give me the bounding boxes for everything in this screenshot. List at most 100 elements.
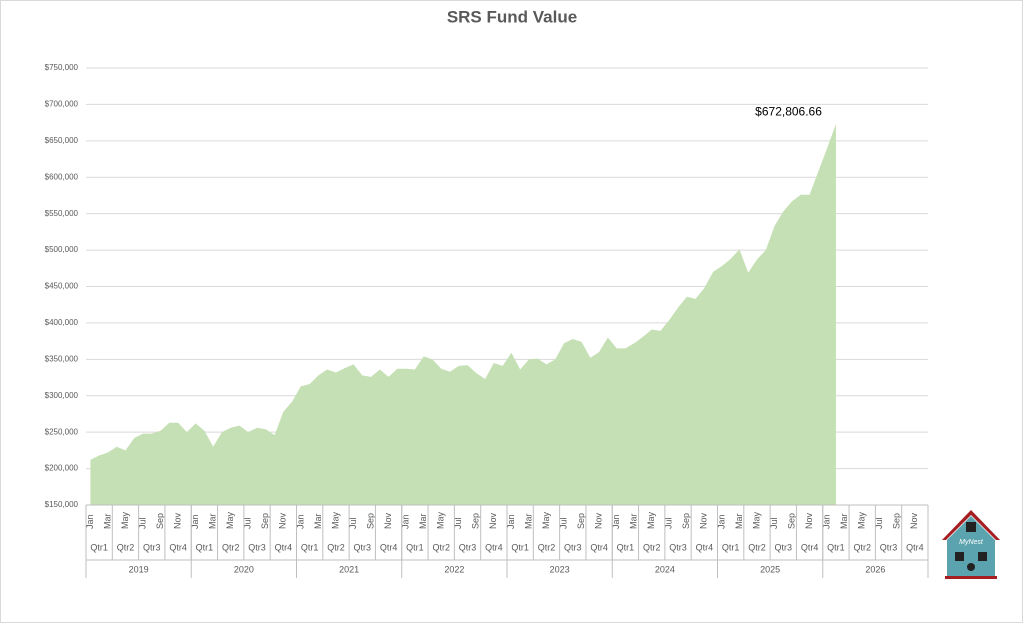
quarter-label: Qtr4 [275, 542, 293, 552]
x-tick-label: May [436, 511, 446, 529]
x-tick-label: Mar [208, 513, 218, 529]
y-tick-label: $600,000 [45, 172, 79, 181]
x-tick-label: Mar [629, 513, 639, 529]
x-tick-label: Mar [313, 513, 323, 529]
x-tick-label: Sep [365, 513, 375, 529]
quarter-label: Qtr4 [590, 542, 608, 552]
x-tick-label: May [646, 511, 656, 529]
x-tick-label: Mar [523, 513, 533, 529]
quarter-label: Qtr2 [222, 542, 240, 552]
logo: MyNest [942, 510, 1000, 579]
quarter-label: Qtr3 [354, 542, 372, 552]
area [90, 124, 836, 506]
y-tick-label: $300,000 [45, 391, 79, 400]
x-tick-label: Sep [260, 513, 270, 529]
quarter-label: Qtr2 [853, 542, 871, 552]
x-tick-label: Nov [383, 512, 393, 529]
year-label: 2019 [129, 564, 149, 574]
x-tick-label: Nov [804, 512, 814, 529]
x-tick-label: Jan [401, 514, 411, 529]
x-tick-label: May [751, 511, 761, 529]
x-tick-label: May [541, 511, 551, 529]
x-tick-label: Nov [172, 512, 182, 529]
x-tick-label: Sep [681, 513, 691, 529]
x-tick-label: Jul [664, 517, 674, 529]
year-label: 2026 [865, 564, 885, 574]
y-tick-label: $500,000 [45, 245, 79, 254]
quarter-label: Qtr2 [432, 542, 450, 552]
y-tick-label: $200,000 [45, 464, 79, 473]
x-tick-label: Jan [611, 514, 621, 529]
logo-text: MyNest [959, 539, 984, 546]
quarter-label: Qtr2 [748, 542, 766, 552]
y-tick-label: $750,000 [45, 63, 79, 72]
x-tick-label: Nov [909, 512, 919, 529]
quarter-label: Qtr4 [801, 542, 819, 552]
quarter-label: Qtr2 [117, 542, 135, 552]
x-tick-label: Jul [243, 517, 253, 529]
year-label: 2022 [444, 564, 464, 574]
quarter-label: Qtr4 [169, 542, 187, 552]
x-tick-label: Jan [190, 514, 200, 529]
quarter-label: Qtr4 [380, 542, 398, 552]
y-tick-label: $350,000 [45, 354, 79, 363]
quarter-label: Qtr4 [485, 542, 503, 552]
x-tick-label: Sep [155, 513, 165, 529]
chart-title: SRS Fund Value [447, 7, 577, 26]
quarter-label: Qtr2 [327, 542, 345, 552]
quarter-label: Qtr1 [617, 542, 635, 552]
x-tick-label: Nov [488, 512, 498, 529]
quarter-label: Qtr1 [196, 542, 214, 552]
quarter-label: Qtr3 [775, 542, 793, 552]
x-tick-label: Jul [874, 517, 884, 529]
year-label: 2024 [655, 564, 675, 574]
quarter-label: Qtr2 [643, 542, 661, 552]
x-tick-label: May [120, 511, 130, 529]
x-tick-label: Jan [85, 514, 95, 529]
x-tick-label: Jul [137, 517, 147, 529]
y-tick-label: $250,000 [45, 427, 79, 436]
x-tick-label: Jan [822, 514, 832, 529]
y-tick-label: $400,000 [45, 318, 79, 327]
x-tick-label: Jul [453, 517, 463, 529]
quarter-label: Qtr1 [406, 542, 424, 552]
x-tick-label: Sep [892, 513, 902, 529]
x-tick-label: May [330, 511, 340, 529]
quarter-label: Qtr1 [301, 542, 319, 552]
x-tick-label: Mar [102, 513, 112, 529]
x-tick-label: Sep [471, 513, 481, 529]
quarter-label: Qtr1 [827, 542, 845, 552]
y-tick-label: $650,000 [45, 136, 79, 145]
x-tick-label: Jan [716, 514, 726, 529]
quarter-label: Qtr2 [538, 542, 556, 552]
quarter-label: Qtr4 [696, 542, 714, 552]
year-label: 2023 [550, 564, 570, 574]
quarter-label: Qtr3 [143, 542, 161, 552]
y-tick-label: $150,000 [45, 500, 79, 509]
x-tick-label: Jul [348, 517, 358, 529]
x-tick-label: Sep [786, 513, 796, 529]
x-tick-label: Sep [576, 513, 586, 529]
x-tick-label: Nov [593, 512, 603, 529]
y-tick-label: $700,000 [45, 100, 79, 109]
quarter-label: Qtr3 [459, 542, 477, 552]
x-tick-label: Jan [506, 514, 516, 529]
x-tick-label: Jan [295, 514, 305, 529]
x-tick-label: Mar [839, 513, 849, 529]
quarter-label: Qtr4 [906, 542, 924, 552]
x-tick-label: Jul [769, 517, 779, 529]
quarter-label: Qtr3 [880, 542, 898, 552]
x-tick-label: Mar [418, 513, 428, 529]
year-label: 2020 [234, 564, 254, 574]
quarter-label: Qtr3 [564, 542, 582, 552]
year-label: 2021 [339, 564, 359, 574]
quarter-label: Qtr1 [722, 542, 740, 552]
x-tick-label: Nov [278, 512, 288, 529]
x-tick-label: Nov [699, 512, 709, 529]
quarter-label: Qtr1 [511, 542, 529, 552]
data-label: $672,806.66 [755, 104, 822, 118]
quarter-label: Qtr3 [248, 542, 266, 552]
quarter-label: Qtr1 [90, 542, 108, 552]
y-tick-label: $450,000 [45, 282, 79, 291]
